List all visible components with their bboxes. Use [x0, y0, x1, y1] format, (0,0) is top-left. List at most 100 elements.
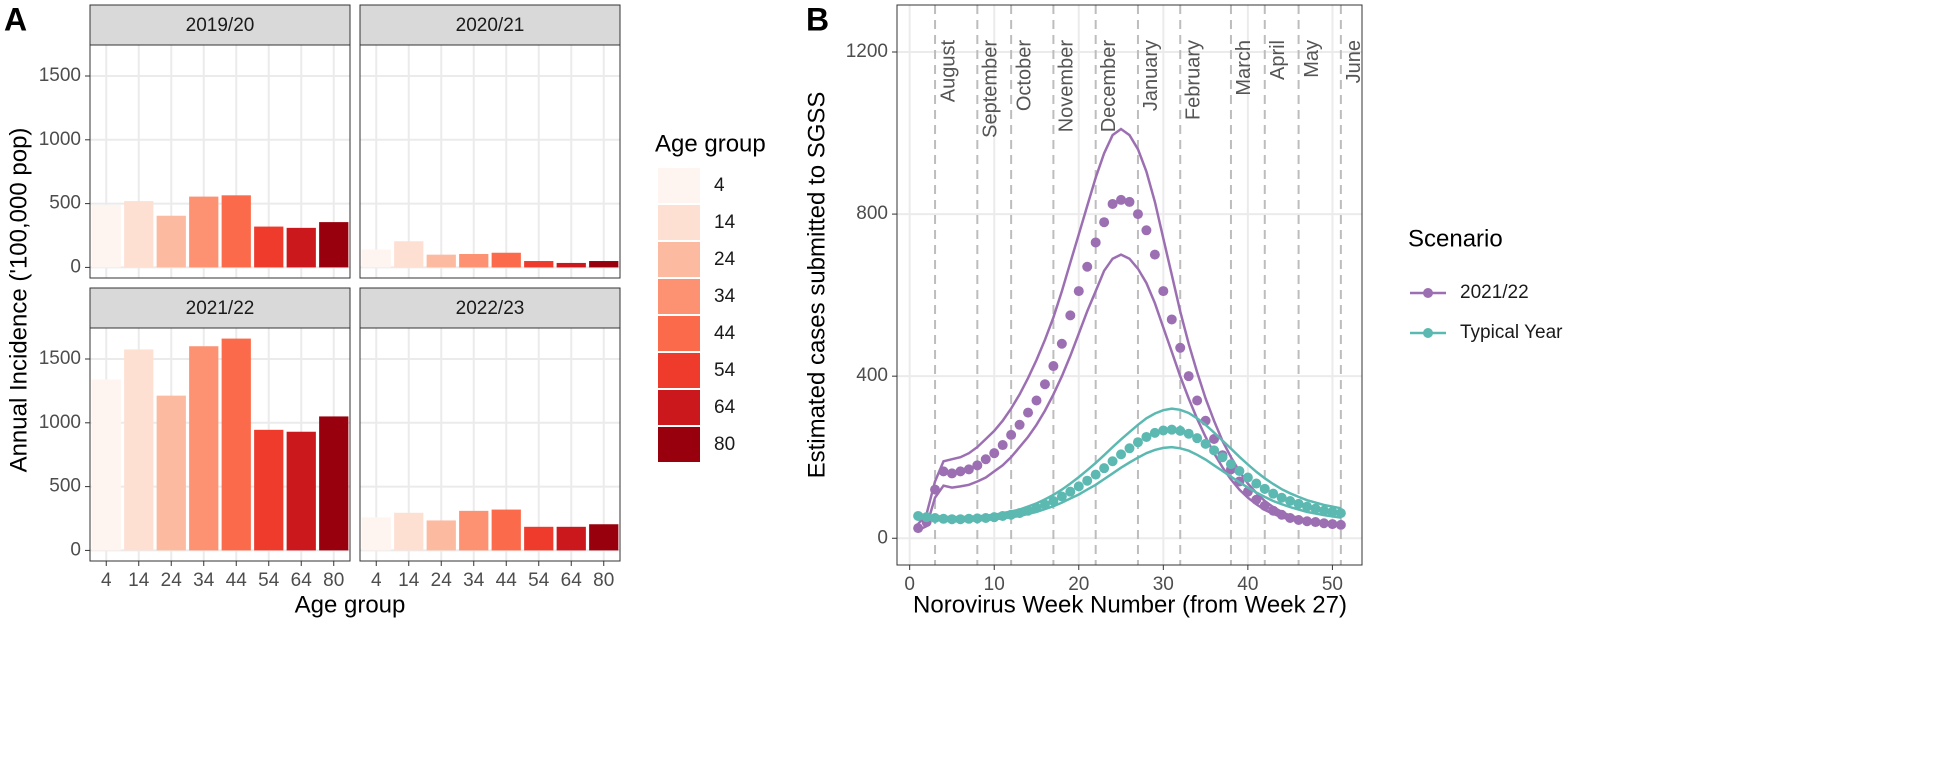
- y-tick-label: 800: [856, 203, 888, 224]
- y-tick-label: 1000: [39, 129, 81, 150]
- x-tick-label: 14: [128, 570, 150, 591]
- point: [1234, 465, 1245, 476]
- panel-letter: A: [4, 1, 27, 37]
- y-axis-title: Annual Incidence ('100,000 pop): [5, 128, 32, 473]
- point: [1124, 443, 1135, 454]
- point: [980, 512, 991, 523]
- point: [1293, 498, 1304, 509]
- y-axis-title: Estimated cases submitted to SGSS: [803, 92, 830, 479]
- y-tick-label: 0: [70, 256, 81, 277]
- bar: [286, 227, 316, 268]
- point: [989, 448, 1000, 459]
- month-label: April: [1267, 40, 1289, 80]
- bar: [459, 510, 489, 551]
- point: [1124, 196, 1135, 207]
- point: [1149, 427, 1160, 438]
- point: [1073, 286, 1084, 297]
- point: [1023, 407, 1034, 418]
- point: [1082, 475, 1093, 486]
- point: [1031, 502, 1042, 513]
- bar: [361, 249, 391, 268]
- bar: [254, 226, 284, 268]
- x-tick-label: 34: [463, 570, 485, 591]
- y-tick-label: 500: [49, 476, 81, 497]
- point: [1166, 424, 1177, 435]
- point: [1099, 463, 1110, 474]
- legend-label: 44: [714, 323, 736, 344]
- x-tick-label: 20: [1068, 574, 1089, 595]
- x-tick-label: 80: [323, 570, 344, 591]
- x-tick-label: 40: [1237, 574, 1258, 595]
- point: [1166, 314, 1177, 325]
- bar: [221, 195, 251, 268]
- point: [955, 466, 966, 477]
- month-label: October: [1013, 40, 1035, 111]
- point: [1149, 249, 1160, 260]
- legend-label: 80: [714, 434, 735, 455]
- bar: [459, 254, 489, 268]
- point: [1048, 495, 1059, 506]
- point: [1183, 371, 1194, 382]
- x-tick-label: 44: [226, 570, 248, 591]
- x-axis-title: Norovirus Week Number (from Week 27): [913, 591, 1347, 618]
- point: [1082, 261, 1093, 272]
- bar: [156, 215, 186, 268]
- month-label: June: [1343, 40, 1365, 83]
- point: [1276, 509, 1287, 520]
- month-label: December: [1098, 40, 1120, 133]
- x-tick-label: 54: [528, 570, 550, 591]
- point: [1276, 492, 1287, 503]
- bar: [491, 252, 521, 268]
- point: [997, 510, 1008, 521]
- point: [1039, 499, 1050, 510]
- point: [1132, 209, 1143, 220]
- bar: [394, 241, 424, 268]
- x-tick-label: 14: [398, 570, 420, 591]
- point: [1285, 512, 1296, 523]
- facet-title: 2020/21: [456, 15, 525, 36]
- x-tick-label: 44: [496, 570, 518, 591]
- bar: [491, 509, 521, 551]
- facet-title: 2022/23: [456, 298, 525, 319]
- legend-label: Typical Year: [1460, 322, 1563, 343]
- x-tick-label: 0: [904, 574, 915, 595]
- bar: [319, 416, 349, 551]
- point: [1225, 459, 1236, 470]
- bar: [286, 431, 316, 551]
- month-label: March: [1233, 40, 1255, 96]
- bar: [319, 222, 349, 268]
- x-tick-label: 30: [1153, 574, 1174, 595]
- x-tick-label: 4: [371, 570, 382, 591]
- point: [930, 484, 941, 495]
- bar: [189, 346, 219, 551]
- point: [1107, 198, 1118, 209]
- point: [938, 466, 949, 477]
- legend-title: Scenario: [1408, 225, 1503, 252]
- month-label: May: [1301, 40, 1323, 78]
- point: [1039, 379, 1050, 390]
- y-tick-label: 0: [70, 539, 81, 560]
- point: [1141, 431, 1152, 442]
- band-line: [917, 127, 1342, 525]
- bar: [426, 520, 456, 551]
- point: [1200, 438, 1211, 449]
- point: [1310, 517, 1321, 528]
- point: [989, 512, 1000, 523]
- month-label: November: [1056, 40, 1078, 133]
- point: [1073, 481, 1084, 492]
- legend-swatch: [658, 316, 700, 351]
- point: [1056, 491, 1067, 502]
- plot-border: [896, 4, 1363, 566]
- point: [1335, 519, 1346, 530]
- legend-swatch: [658, 427, 700, 462]
- month-label: September: [980, 40, 1002, 138]
- point: [1175, 342, 1186, 353]
- point: [946, 514, 957, 525]
- panel-border: [89, 44, 351, 279]
- legend-swatch: [658, 390, 700, 425]
- legend-point: [1423, 328, 1433, 338]
- bar: [156, 395, 186, 551]
- legend-swatch: [658, 353, 700, 388]
- point: [997, 440, 1008, 451]
